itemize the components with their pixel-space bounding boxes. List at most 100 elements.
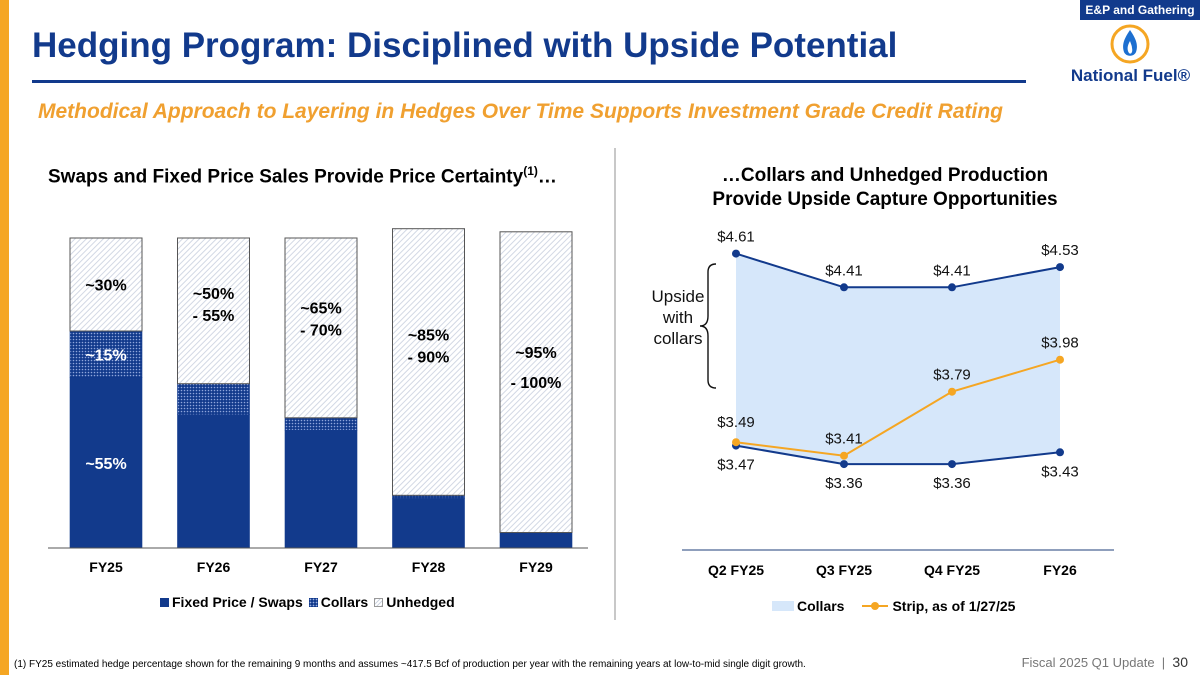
section-tag: E&P and Gathering bbox=[1080, 0, 1200, 20]
bar-fy26-unhedged bbox=[177, 237, 250, 385]
left-chart-title-suffix: … bbox=[537, 166, 557, 188]
x-tick-fy26: FY26 bbox=[197, 559, 231, 575]
x-tick-fy28: FY28 bbox=[412, 559, 446, 575]
label-floor-fy26: $3.43 bbox=[1041, 463, 1079, 480]
title-underline bbox=[32, 80, 1026, 83]
point-collar-ceiling-q2-fy25 bbox=[732, 249, 740, 258]
accent-bar bbox=[0, 0, 9, 675]
label-strip-q2-fy25: $3.49 bbox=[717, 414, 755, 431]
x-tick-q4-fy25: Q4 FY25 bbox=[924, 562, 980, 578]
label-ceiling-q3-fy25: $4.41 bbox=[825, 262, 863, 279]
right-chart-title-line1: …Collars and Unhedged Production bbox=[721, 165, 1049, 186]
x-tick-q3-fy25: Q3 FY25 bbox=[816, 562, 872, 578]
flame-logo-icon bbox=[1110, 24, 1150, 64]
bar-fy25-collars bbox=[69, 330, 143, 378]
right-chart-title: …Collars and Unhedged Production Provide… bbox=[650, 164, 1120, 212]
legend-swatch-collars-band bbox=[772, 601, 794, 611]
bar-fy29-fixed-price-swaps bbox=[499, 532, 573, 549]
annotation-upside-2: collars bbox=[653, 329, 702, 348]
right-chart-title-line2: Provide Upside Capture Opportunities bbox=[712, 189, 1058, 210]
data-label-fy26-unhedged-0: ~50% bbox=[193, 286, 234, 303]
label-ceiling-fy26: $4.53 bbox=[1041, 242, 1079, 259]
collar-line-chart: $4.61 $4.41 $4.41 $4.53 $3.47 $3.36 $3.36 $3.43… bbox=[652, 229, 1114, 578]
point-strip-q4-fy25 bbox=[948, 387, 956, 396]
footnote: (1) FY25 estimated hedge percentage show… bbox=[14, 659, 806, 670]
label-strip-q4-fy25: $3.79 bbox=[933, 367, 971, 384]
bar-fy25-fixed-price-swaps bbox=[69, 377, 143, 549]
bar-fy25-unhedged bbox=[69, 237, 143, 332]
point-strip-q2-fy25 bbox=[732, 438, 740, 447]
logo: National Fuel® bbox=[1068, 24, 1193, 94]
data-label-fy29-unhedged-1: - 100% bbox=[511, 375, 562, 392]
bar-fy29-unhedged bbox=[499, 231, 573, 534]
bar-fy27-collars bbox=[284, 417, 358, 431]
data-label-fy25-unhedged: ~30% bbox=[85, 278, 126, 295]
data-label-fy28-unhedged-1: - 90% bbox=[408, 350, 450, 367]
x-tick-fy26: FY26 bbox=[1043, 562, 1077, 578]
bar-fy27-fixed-price-swaps bbox=[284, 429, 358, 549]
bar-fy26-collars bbox=[177, 383, 250, 415]
annotation-upside-1: with bbox=[662, 308, 693, 327]
left-chart-title: Swaps and Fixed Price Sales Provide Pric… bbox=[48, 164, 557, 188]
label-floor-q3-fy25: $3.36 bbox=[825, 475, 863, 492]
legend-swatch-collars bbox=[308, 597, 318, 607]
x-tick-q2-fy25: Q2 FY25 bbox=[708, 562, 764, 578]
legend-unhedged: Unhedged bbox=[374, 594, 455, 610]
data-label-fy29-unhedged-0: ~95% bbox=[515, 345, 556, 362]
legend-swatch-strip bbox=[862, 601, 889, 611]
label-ceiling-q2-fy25: $4.61 bbox=[717, 229, 755, 246]
x-tick-fy27: FY27 bbox=[304, 559, 338, 575]
label-floor-q4-fy25: $3.36 bbox=[933, 475, 971, 492]
data-label-fy25-fixed-price-swaps: ~55% bbox=[85, 456, 126, 473]
collar-band bbox=[736, 253, 1060, 465]
subtitle: Methodical Approach to Layering in Hedge… bbox=[38, 100, 1004, 123]
line-legend: Collars Strip, as of 1/27/25 bbox=[772, 598, 1021, 614]
data-label-fy25-collars: ~15% bbox=[85, 347, 126, 364]
point-collar-ceiling-q3-fy25 bbox=[840, 283, 848, 292]
legend-label-fixed: Fixed Price / Swaps bbox=[172, 594, 303, 610]
bar-fy26-fixed-price-swaps bbox=[177, 414, 250, 549]
point-strip-q3-fy25 bbox=[840, 451, 848, 460]
page-number: 30 bbox=[1172, 654, 1188, 670]
legend-swatch-fixed bbox=[160, 597, 169, 607]
bar-fy28-fixed-price-swaps bbox=[392, 498, 465, 549]
legend-fixed: Fixed Price / Swaps bbox=[160, 594, 303, 610]
line-strip bbox=[735, 358, 1061, 457]
legend-swatch-unhedged bbox=[374, 597, 384, 607]
upside-bracket bbox=[699, 263, 717, 389]
annotation-upside-0: Upside bbox=[652, 287, 705, 306]
divider bbox=[614, 148, 616, 620]
hedge-bar-chart: ~30% ~15% ~55% ~50% - 55% ~65% - 70% ~85% - 90% ~… bbox=[48, 228, 588, 575]
line-collar-floor bbox=[735, 444, 1061, 466]
point-collar-floor-fy26 bbox=[1056, 448, 1064, 457]
footer-label: Fiscal 2025 Q1 Update bbox=[1021, 655, 1155, 670]
x-tick-fy29: FY29 bbox=[519, 559, 553, 575]
x-tick-fy25: FY25 bbox=[89, 559, 123, 575]
bar-fy27-unhedged bbox=[284, 237, 358, 419]
legend-strip: Strip, as of 1/27/25 bbox=[862, 598, 1015, 614]
logo-text: National Fuel® bbox=[1070, 66, 1191, 85]
legend-label-collars-band: Collars bbox=[797, 598, 845, 614]
point-collar-ceiling-fy26 bbox=[1056, 263, 1064, 272]
bar-fy28-unhedged bbox=[392, 228, 465, 496]
page-title: Hedging Program: Disciplined with Upside… bbox=[32, 26, 898, 65]
data-label-fy26-unhedged-1: - 55% bbox=[193, 308, 235, 325]
data-label-fy27-unhedged-1: - 70% bbox=[300, 323, 342, 340]
bar-legend: Fixed Price / Swaps Collars Unhedged bbox=[160, 594, 461, 610]
label-strip-fy26: $3.98 bbox=[1041, 335, 1079, 352]
data-label-fy27-unhedged-0: ~65% bbox=[300, 301, 341, 318]
label-strip-q3-fy25: $3.41 bbox=[825, 431, 863, 448]
label-floor-q2-fy25: $3.47 bbox=[717, 457, 755, 474]
label-ceiling-q4-fy25: $4.41 bbox=[933, 262, 971, 279]
legend-label-collars: Collars bbox=[320, 594, 369, 610]
point-collar-ceiling-q4-fy25 bbox=[948, 283, 956, 292]
legend-label-strip: Strip, as of 1/27/25 bbox=[892, 598, 1016, 614]
line-collar-ceiling bbox=[735, 252, 1061, 289]
left-chart-title-text: Swaps and Fixed Price Sales Provide Pric… bbox=[48, 166, 524, 188]
point-collar-floor-q3-fy25 bbox=[840, 460, 848, 469]
footnote-ref: (1) bbox=[523, 164, 538, 178]
footer-separator: | bbox=[1161, 655, 1166, 670]
legend-collars: Collars bbox=[308, 594, 369, 610]
data-label-fy28-unhedged-0: ~85% bbox=[408, 328, 449, 345]
legend-collars-band: Collars bbox=[772, 598, 844, 614]
